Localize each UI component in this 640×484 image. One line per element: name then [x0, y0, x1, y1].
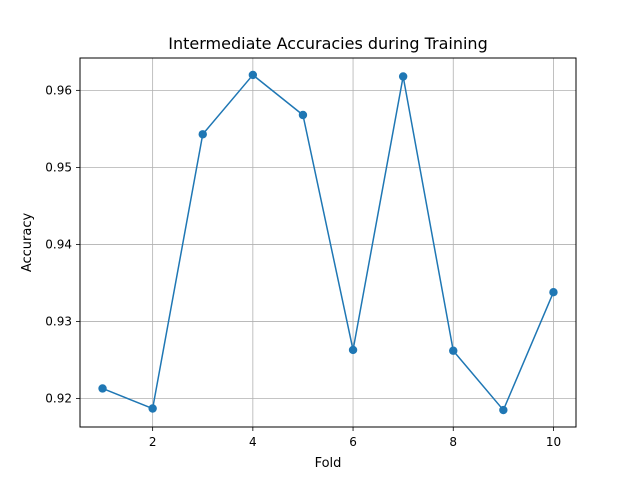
y-tick-label: 0.96 — [45, 83, 72, 97]
x-tick-label: 4 — [249, 435, 257, 449]
x-tick-label: 2 — [149, 435, 157, 449]
data-point-marker — [198, 130, 207, 139]
y-tick-label: 0.92 — [45, 391, 72, 405]
data-point-marker — [499, 405, 508, 415]
data-point-marker — [348, 345, 358, 355]
data-point-marker — [298, 110, 308, 120]
data-point-marker — [148, 404, 157, 413]
data-point-marker — [449, 346, 458, 355]
x-axis-label: Fold — [315, 456, 342, 471]
x-tick-label: 6 — [349, 435, 357, 449]
data-point-marker — [248, 70, 258, 80]
x-tick-label: 8 — [449, 435, 457, 449]
y-axis-label: Accuracy — [20, 213, 35, 273]
y-tick-label: 0.93 — [45, 314, 72, 328]
grid-lines — [80, 58, 576, 427]
series-layer — [98, 70, 558, 415]
x-tick-label: 10 — [546, 435, 561, 449]
y-tick-label: 0.94 — [45, 237, 72, 251]
y-tick-label: 0.95 — [45, 160, 72, 174]
tick-layer: 2 4 6 8 10 0.92 0.93 0.94 0.95 0.96 — [45, 83, 561, 449]
data-point-marker — [98, 384, 107, 393]
data-point-marker — [398, 72, 408, 81]
chart-title: Intermediate Accuracies during Training — [168, 34, 487, 53]
data-point-marker — [549, 287, 558, 297]
series-line — [102, 74, 555, 411]
plot-frame — [79, 57, 577, 428]
